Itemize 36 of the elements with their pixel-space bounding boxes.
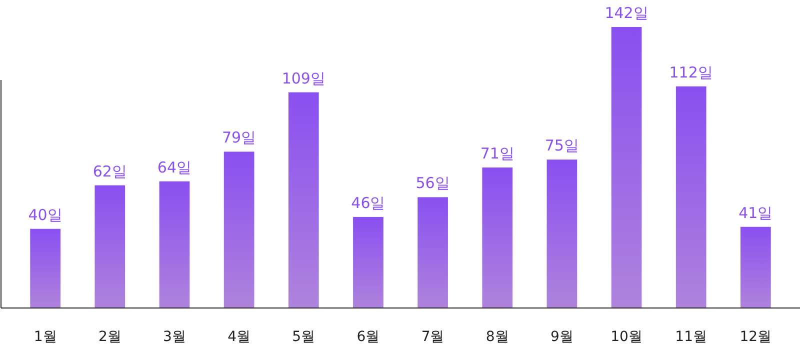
bar — [159, 181, 190, 308]
data-label: 64일 — [157, 158, 192, 176]
bar — [676, 86, 706, 308]
data-label: 112일 — [669, 63, 713, 82]
x-tick-label: 11월 — [675, 329, 708, 344]
x-tick-label: 1월 — [34, 329, 57, 344]
data-label: 109일 — [282, 69, 326, 88]
data-label: 79일 — [222, 128, 256, 147]
bar — [418, 197, 448, 308]
bar — [546, 160, 578, 308]
bar — [482, 168, 513, 308]
bar — [288, 92, 319, 308]
bar — [94, 185, 126, 308]
data-label: 71일 — [480, 144, 514, 162]
data-label: 46일 — [351, 194, 386, 212]
data-label: 40일 — [28, 206, 62, 224]
x-tick-label: 7월 — [421, 329, 444, 344]
x-tick-label: 6월 — [356, 329, 380, 344]
bar — [740, 226, 771, 308]
x-tick-label: 5월 — [292, 329, 316, 344]
bar — [353, 216, 384, 308]
x-tick-label: 9월 — [550, 329, 574, 344]
data-label: 56일 — [416, 174, 450, 192]
bar — [611, 27, 642, 308]
data-label: 41일 — [738, 204, 773, 222]
x-tick-label: 8월 — [486, 329, 509, 344]
x-tick-label: 4월 — [228, 329, 251, 344]
x-tick-label: 12월 — [740, 329, 772, 344]
x-tick-label: 3월 — [163, 329, 186, 344]
x-tick-label: 10월 — [610, 329, 642, 344]
bar — [224, 152, 254, 308]
data-label: 75일 — [544, 136, 579, 155]
x-tick-label: 2월 — [98, 329, 122, 344]
data-label: 142일 — [604, 4, 648, 22]
data-label: 62일 — [92, 162, 127, 180]
bar — [30, 228, 60, 308]
